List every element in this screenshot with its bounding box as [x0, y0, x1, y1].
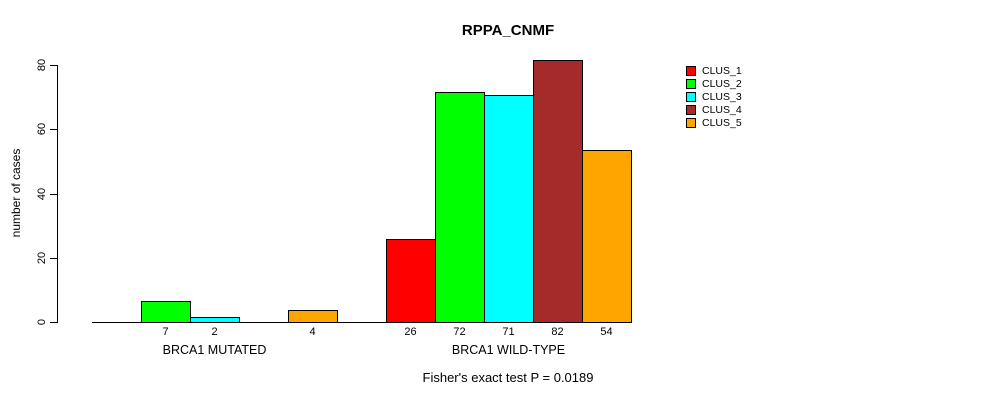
bar-clus_2 [141, 301, 191, 323]
bar-clus_1 [386, 239, 436, 323]
y-axis-tick-label: 80 [36, 58, 48, 72]
y-axis-tick-label: 20 [36, 251, 48, 265]
legend-item-clus_4: CLUS_4 [686, 105, 742, 116]
bar-value-label: 26 [404, 326, 417, 338]
legend-color-swatch [686, 92, 696, 103]
legend-item-clus_3: CLUS_3 [686, 92, 742, 103]
bar-clus_2 [435, 92, 485, 323]
legend-item-clus_1: CLUS_1 [686, 66, 742, 77]
legend-color-swatch [686, 105, 696, 116]
legend-label: CLUS_1 [702, 65, 742, 77]
chart-title: RPPA_CNMF [461, 22, 555, 39]
y-axis-tick [50, 129, 57, 130]
legend-item-clus_5: CLUS_5 [686, 118, 742, 129]
bar-clus_5 [582, 150, 632, 323]
y-axis-tick [50, 322, 57, 323]
y-axis-tick [50, 65, 57, 66]
y-axis-title: number of cases [9, 148, 23, 238]
bar-value-label: 82 [551, 326, 564, 338]
x-group-label: BRCA1 MUTATED [162, 343, 267, 357]
legend-label: CLUS_5 [702, 117, 742, 129]
legend-label: CLUS_4 [702, 104, 742, 116]
bar-clus_3 [190, 317, 240, 323]
legend-item-clus_2: CLUS_2 [686, 79, 742, 90]
bar-clus_4 [533, 60, 583, 323]
bar-value-label: 54 [600, 326, 613, 338]
legend: CLUS_1 CLUS_2 CLUS_3 CLUS_4 CLUS_5 [686, 66, 742, 131]
y-axis-tick-label: 60 [36, 122, 48, 136]
x-axis-baseline [92, 322, 632, 323]
x-group-label: BRCA1 WILD-TYPE [451, 343, 566, 357]
bar-value-label: 2 [211, 326, 218, 338]
y-axis-tick-label: 40 [36, 187, 48, 201]
legend-color-swatch [686, 79, 696, 90]
bar-clus_3 [484, 95, 534, 323]
legend-label: CLUS_2 [702, 78, 742, 90]
y-axis-tick [50, 194, 57, 195]
bar-value-label: 7 [162, 326, 169, 338]
bar-value-label: 71 [502, 326, 515, 338]
y-axis-tick [50, 258, 57, 259]
bar-clus_5 [288, 310, 338, 323]
legend-color-swatch [686, 118, 696, 129]
bar-value-label: 4 [309, 326, 316, 338]
bar-value-label: 72 [453, 326, 466, 338]
y-axis-line [57, 65, 58, 323]
y-axis-tick-label: 0 [36, 318, 48, 326]
legend-color-swatch [686, 66, 696, 77]
legend-label: CLUS_3 [702, 91, 742, 103]
fisher-test-annotation: Fisher's exact test P = 0.0189 [422, 370, 594, 385]
